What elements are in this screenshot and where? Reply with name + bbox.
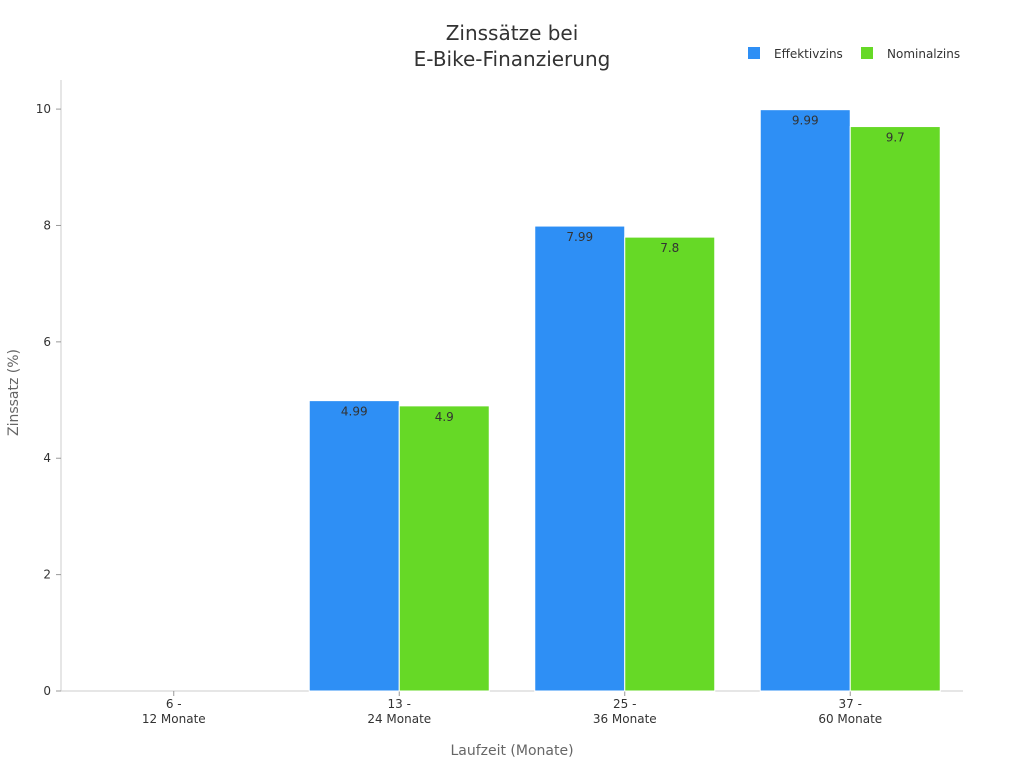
bar-nominalzins xyxy=(849,126,941,692)
x-tick-label: 13 - xyxy=(388,697,411,711)
data-label-effektivzins: 9.99 xyxy=(792,114,819,128)
x-tick-label: 12 Monate xyxy=(142,712,206,726)
legend: Effektivzins Nominalzins xyxy=(748,47,960,61)
bar-effektivzins xyxy=(759,109,851,692)
y-tick-label: 4 xyxy=(43,451,51,465)
legend-swatch-nominalzins xyxy=(861,47,873,59)
data-label-nominalzins: 9.7 xyxy=(886,131,905,145)
data-label-effektivzins: 7.99 xyxy=(566,230,593,244)
x-tick-label: 25 - xyxy=(613,697,636,711)
chart-title-line: Zinssätze bei xyxy=(446,21,579,45)
y-tick-label: 0 xyxy=(43,684,51,698)
y-axis-title: Zinssatz (%) xyxy=(6,349,22,436)
legend-swatch-effektivzins xyxy=(748,47,760,59)
data-labels: 4.99 4.9 7.99 7.8 9.99 9.7 xyxy=(341,114,905,424)
y-tick-label: 8 xyxy=(43,218,51,232)
data-label-nominalzins: 4.9 xyxy=(435,410,454,424)
legend-label-effektivzins: Effektivzins xyxy=(774,47,843,61)
x-axis-title: Laufzeit (Monate) xyxy=(450,743,573,759)
y-tick-label: 6 xyxy=(43,335,51,349)
x-tick-label: 6 - xyxy=(166,697,182,711)
legend-label-nominalzins: Nominalzins xyxy=(887,47,960,61)
x-tick-label: 24 Monate xyxy=(367,712,431,726)
axes: 0 2 4 6 8 10 6 -12 Monate 13 -24 Monate 25 -36 M… xyxy=(6,80,963,759)
x-tick-label: 36 Monate xyxy=(593,712,657,726)
bar-effektivzins xyxy=(534,225,626,692)
x-tick-label: 60 Monate xyxy=(818,712,882,726)
x-tick-label: 37 - xyxy=(839,697,862,711)
y-tick-label: 10 xyxy=(36,102,51,116)
chart-title-line: E-Bike-Finanzierung xyxy=(414,47,611,71)
bar-nominalzins xyxy=(624,236,716,692)
data-label-nominalzins: 7.8 xyxy=(660,241,679,255)
bars xyxy=(308,109,941,692)
y-tick-label: 2 xyxy=(43,568,51,582)
bar-effektivzins xyxy=(308,400,400,692)
bar-nominalzins xyxy=(398,405,490,692)
data-label-effektivzins: 4.99 xyxy=(341,405,368,419)
